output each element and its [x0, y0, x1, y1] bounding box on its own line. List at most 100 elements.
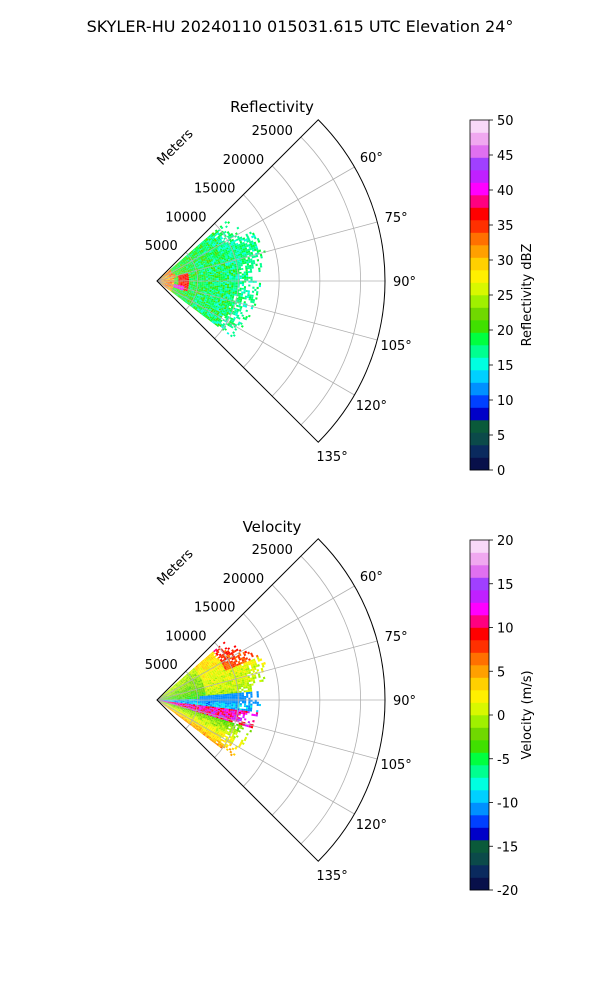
- data-cell: [233, 276, 235, 278]
- data-cell: [204, 279, 206, 280]
- colorbar-tick-label: 20: [497, 324, 514, 339]
- data-cell: [202, 702, 204, 703]
- polar-panel-1: Velocity50001000015000200002500060°75°90…: [145, 518, 535, 899]
- data-cell: [208, 694, 210, 695]
- data-cell: [235, 706, 237, 708]
- data-cell: [181, 280, 183, 281]
- data-cell: [210, 701, 212, 702]
- data-cell: [235, 688, 237, 690]
- data-cell: [244, 297, 246, 299]
- data-cell: [231, 695, 233, 697]
- data-cell: [202, 279, 204, 280]
- theta-tick-label: 105°: [380, 339, 411, 354]
- data-cell: [187, 282, 189, 283]
- data-cell: [187, 701, 189, 702]
- data-cell: [220, 693, 222, 695]
- data-cell: [253, 702, 255, 704]
- data-cell: [257, 704, 259, 706]
- data-cell: [249, 684, 251, 686]
- data-cell: [204, 282, 206, 283]
- data-cell: [227, 706, 229, 708]
- data-cell: [259, 285, 261, 287]
- colorbar-segment: [470, 220, 489, 233]
- data-cell: [260, 265, 262, 267]
- data-cell: [229, 692, 231, 694]
- colorbar-segment: [470, 270, 489, 283]
- data-cell: [243, 711, 245, 713]
- data-cell: [217, 283, 219, 284]
- data-cell: [241, 268, 243, 270]
- data-cell: [189, 701, 191, 702]
- data-cell: [229, 703, 231, 705]
- data-cell: [235, 269, 237, 271]
- data-cell: [244, 702, 246, 704]
- data-cell: [219, 698, 221, 699]
- data-cell: [221, 275, 223, 277]
- data-cell: [212, 697, 214, 698]
- data-cell: [202, 284, 204, 285]
- data-cell: [202, 283, 204, 284]
- data-cell: [247, 267, 249, 269]
- data-cell: [240, 694, 242, 696]
- data-cell: [220, 274, 222, 276]
- data-cell: [250, 277, 252, 279]
- data-cell: [223, 641, 226, 644]
- data-cell: [236, 282, 238, 284]
- data-cell: [216, 696, 218, 697]
- data-cell: [235, 292, 237, 294]
- data-cell: [251, 297, 253, 299]
- data-cell: [216, 286, 218, 287]
- data-cell: [233, 690, 235, 692]
- data-cell: [204, 698, 206, 699]
- data-cell: [214, 284, 216, 285]
- data-cell: [233, 706, 235, 708]
- data-cell: [247, 292, 249, 294]
- data-cell: [229, 704, 231, 706]
- data-cell: [259, 283, 261, 285]
- data-cell: [210, 694, 212, 695]
- data-cell: [212, 278, 214, 279]
- colorbar-segment: [470, 370, 489, 383]
- data-cell: [200, 703, 202, 704]
- data-cell: [224, 221, 227, 224]
- data-cell: [191, 698, 193, 699]
- data-cell: [239, 272, 241, 274]
- data-cell: [218, 693, 220, 695]
- grid-spoke: [157, 281, 377, 340]
- data-cell: [187, 282, 189, 283]
- data-cell: [206, 697, 208, 698]
- data-cell: [257, 693, 259, 695]
- data-cell: [225, 705, 227, 707]
- data-cell: [233, 286, 235, 288]
- data-cell: [227, 695, 229, 697]
- data-cell: [200, 702, 202, 703]
- data-cell: [193, 701, 195, 702]
- grid-spoke: [157, 222, 377, 281]
- data-cell: [247, 684, 249, 686]
- data-cell: [225, 707, 227, 709]
- data-cell: [178, 280, 180, 281]
- data-cell: [212, 277, 214, 278]
- data-cell: [257, 287, 259, 289]
- data-cell: [218, 286, 220, 288]
- data-cell: [189, 698, 191, 699]
- data-cell: [260, 254, 263, 257]
- data-cell: [231, 273, 233, 275]
- data-cell: [206, 703, 208, 704]
- colorbar-tick-label: 5: [497, 429, 505, 444]
- data-cell: [248, 277, 250, 279]
- data-cell: [227, 288, 229, 290]
- data-cell: [229, 695, 231, 697]
- data-cell: [257, 669, 260, 672]
- data-cell: [223, 693, 225, 695]
- data-cell: [191, 282, 193, 283]
- data-cell: [204, 283, 206, 284]
- data-cell: [248, 290, 250, 292]
- data-cell: [221, 698, 223, 699]
- data-cell: [236, 279, 238, 281]
- data-cell: [245, 265, 247, 267]
- data-cell: [214, 287, 216, 288]
- data-cell: [259, 704, 261, 706]
- data-cell: [221, 696, 223, 697]
- data-cell: [248, 704, 250, 706]
